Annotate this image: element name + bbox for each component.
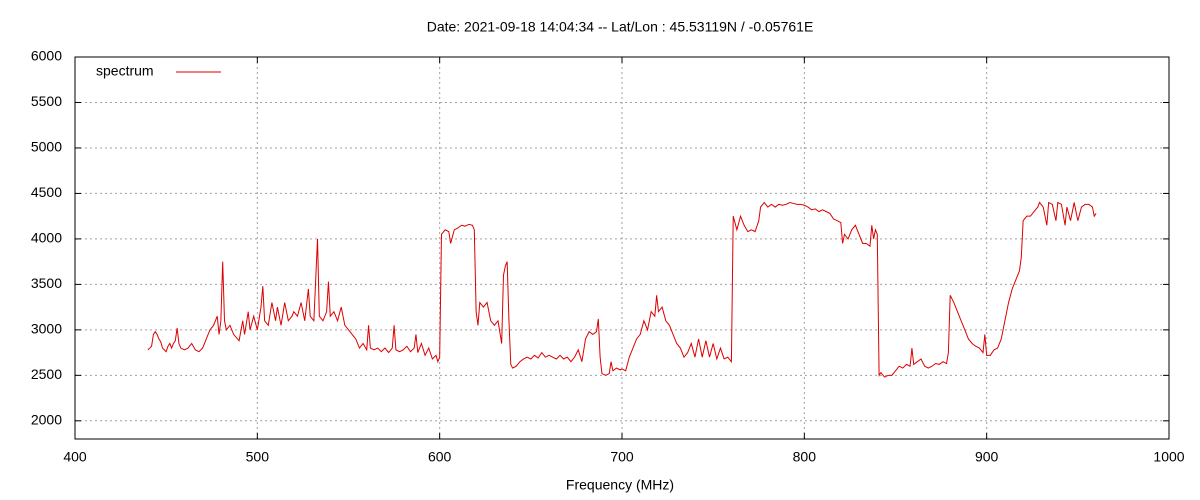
x-tick-label: 500 (246, 449, 270, 465)
y-tick-label: 3000 (31, 321, 62, 337)
legend-label: spectrum (96, 63, 154, 79)
y-tick-label: 2000 (31, 412, 62, 428)
y-tick-label: 5500 (31, 93, 62, 109)
x-tick-label: 400 (63, 449, 87, 465)
x-axis-label: Frequency (MHz) (566, 477, 674, 493)
y-tick-label: 6000 (31, 48, 62, 64)
x-tick-label: 800 (793, 449, 817, 465)
plot-border (74, 56, 1170, 440)
chart-title: Date: 2021-09-18 14:04:34 -- Lat/Lon : 4… (427, 19, 814, 35)
x-tick-label: 1000 (1153, 449, 1184, 465)
data-line (147, 201, 1097, 378)
y-tick-label: 3500 (31, 275, 62, 291)
x-tick-label: 900 (975, 449, 999, 465)
y-tick-label: 4500 (31, 184, 62, 200)
x-tick-label: 600 (428, 449, 452, 465)
y-tick-label: 4000 (31, 230, 62, 246)
y-tick-label: 2500 (31, 366, 62, 382)
y-tick-label: 5000 (31, 139, 62, 155)
x-tick-label: 700 (610, 449, 634, 465)
